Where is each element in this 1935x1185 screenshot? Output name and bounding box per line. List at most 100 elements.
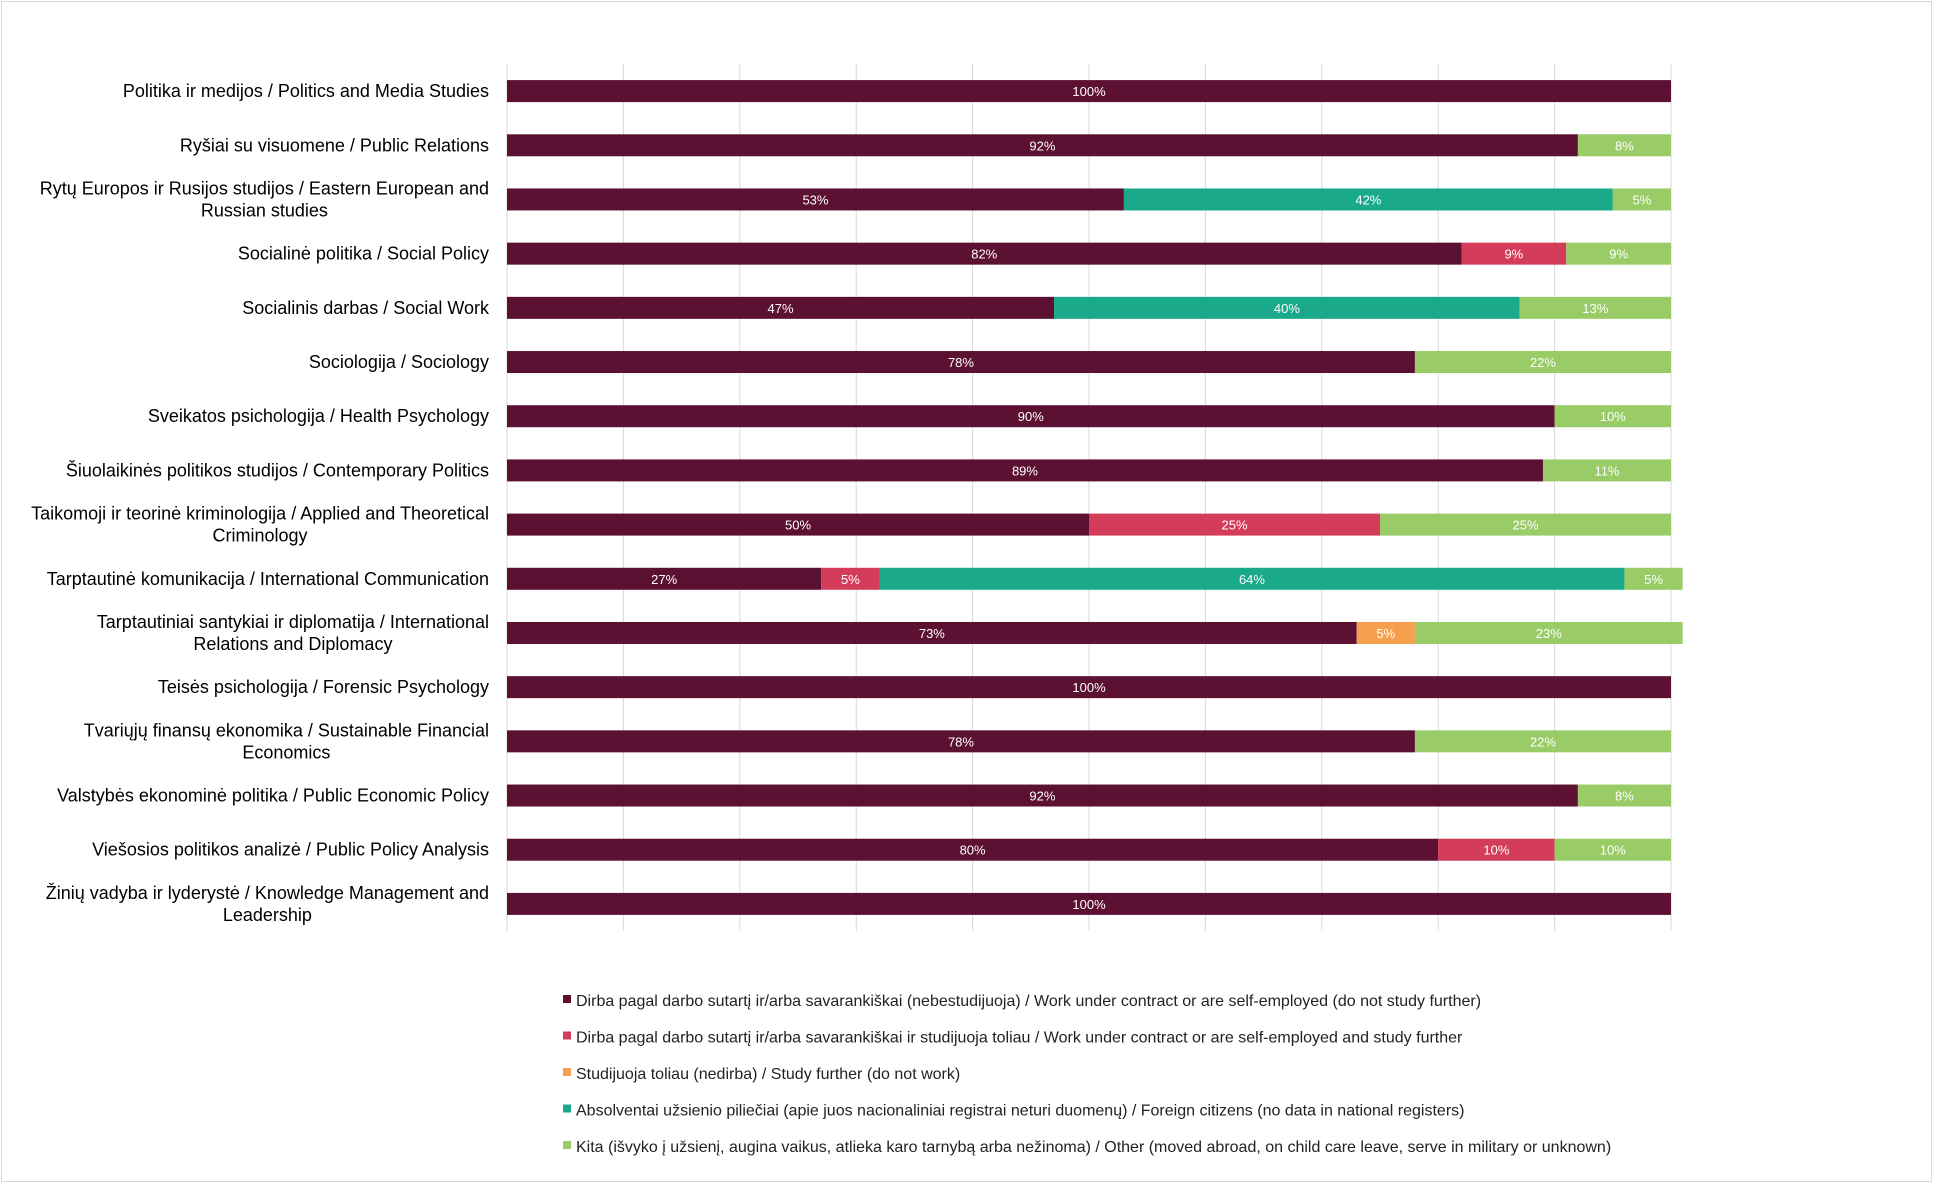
- category-label: Leadership: [223, 905, 312, 925]
- category-label: Šiuolaikinės politikos studijos / Contem…: [66, 459, 489, 480]
- category-label: Russian studies: [201, 200, 328, 220]
- data-label: 5%: [1633, 192, 1652, 207]
- bar-segment: [507, 80, 1671, 103]
- data-label: 89%: [1012, 463, 1038, 478]
- category-label: Tarptautiniai santykiai ir diplomatija /…: [97, 612, 489, 632]
- bar-segment: [507, 838, 1439, 861]
- bar-segment: [507, 459, 1543, 482]
- category-label: Valstybės ekonominė politika / Public Ec…: [57, 786, 489, 806]
- data-label: 11%: [1594, 463, 1619, 478]
- bar-segment: [1577, 134, 1671, 157]
- bar-segment: [1089, 513, 1380, 536]
- category-label: Socialinis darbas / Social Work: [242, 298, 490, 318]
- data-label: 78%: [948, 734, 974, 749]
- bar-segment: [507, 188, 1124, 211]
- data-label: 9%: [1504, 247, 1523, 262]
- bar-segment: [1624, 567, 1683, 590]
- category-label: Rytų Europos ir Rusijos studijos / Easte…: [40, 178, 489, 198]
- bar-segment: [507, 621, 1357, 644]
- data-label: 40%: [1274, 301, 1300, 316]
- category-label: Economics: [242, 742, 330, 762]
- bar-segment: [507, 676, 1671, 699]
- category-label: Žinių vadyba ir lyderystė / Knowledge Ma…: [46, 883, 489, 903]
- bar-segment: [1414, 621, 1683, 644]
- data-label: 100%: [1072, 84, 1106, 99]
- bar-segment: [507, 134, 1578, 157]
- bar-segment: [507, 567, 822, 590]
- bar-segment: [1380, 513, 1671, 536]
- category-label: Relations and Diplomacy: [193, 634, 392, 654]
- data-label: 53%: [802, 192, 828, 207]
- data-label: 100%: [1072, 680, 1106, 695]
- data-label: 92%: [1029, 789, 1055, 804]
- bar-segment: [507, 513, 1089, 536]
- bar-segment: [1356, 621, 1415, 644]
- bar-segment: [1566, 242, 1671, 265]
- data-label: 80%: [960, 843, 986, 858]
- category-label: Taikomoji ir teorinė kriminologija / App…: [31, 504, 489, 524]
- data-label: 27%: [651, 572, 677, 587]
- bar-segment: [1554, 838, 1671, 861]
- bar-segment: [1542, 459, 1671, 482]
- legend-swatch: [563, 1031, 571, 1040]
- category-label: Teisės psichologija / Forensic Psycholog…: [158, 677, 489, 697]
- category-label: Politika ir medijos / Politics and Media…: [123, 81, 489, 101]
- bar-segment: [1461, 242, 1567, 265]
- category-label: Sveikatos psichologija / Health Psycholo…: [148, 406, 489, 426]
- data-label: 22%: [1530, 355, 1556, 370]
- data-label: 64%: [1239, 572, 1265, 587]
- bar-segment: [1414, 730, 1671, 753]
- data-label: 42%: [1355, 192, 1381, 207]
- data-label: 82%: [971, 247, 997, 262]
- data-label: 78%: [948, 355, 974, 370]
- legend-label: Dirba pagal darbo sutartį ir/arba savara…: [576, 993, 1481, 1010]
- bar-segment: [821, 567, 880, 590]
- data-label: 10%: [1600, 409, 1626, 424]
- bar-segment: [1577, 784, 1671, 807]
- legend-swatch: [563, 995, 571, 1003]
- category-label: Tarptautinė komunikacija / International…: [47, 569, 489, 589]
- bar-segment: [1054, 296, 1520, 319]
- bar-segment: [507, 351, 1415, 374]
- bar-segment: [507, 730, 1415, 753]
- bar-segment: [1519, 296, 1671, 319]
- data-label: 50%: [785, 518, 811, 533]
- bar-segment: [1123, 188, 1613, 211]
- data-label: 25%: [1512, 518, 1538, 533]
- data-label: 90%: [1018, 409, 1044, 424]
- legend-label: Absolventai užsienio piliečiai (apie juo…: [576, 1103, 1464, 1120]
- data-label: 100%: [1072, 897, 1106, 912]
- data-label: 5%: [1376, 626, 1395, 641]
- legend-swatch: [563, 1068, 571, 1076]
- data-label: 22%: [1530, 734, 1556, 749]
- bar-segment: [1414, 351, 1671, 374]
- category-label: Ryšiai su visuomene / Public Relations: [180, 135, 489, 155]
- legend-label: Dirba pagal darbo sutartį ir/arba savara…: [576, 1030, 1463, 1047]
- data-label: 25%: [1221, 518, 1247, 533]
- category-labels: Politika ir medijos / Politics and Media…: [31, 81, 490, 925]
- data-label: 10%: [1483, 843, 1509, 858]
- bar-segment: [507, 892, 1671, 915]
- bar-segment: [879, 567, 1625, 590]
- data-label: 5%: [1644, 572, 1663, 587]
- legend: Dirba pagal darbo sutartį ir/arba savara…: [563, 993, 1611, 1156]
- category-label: Criminology: [213, 526, 308, 546]
- category-label: Tvariųjų finansų ekonomika / Sustainable…: [84, 720, 489, 740]
- data-label: 8%: [1615, 789, 1634, 804]
- data-label: 9%: [1609, 247, 1628, 262]
- bar-segment: [1554, 405, 1671, 428]
- legend-label: Kita (išvyko į užsienį, augina vaikus, a…: [576, 1139, 1611, 1156]
- category-label: Sociologija / Sociology: [309, 352, 489, 372]
- legend-swatch: [563, 1141, 571, 1149]
- data-label: 13%: [1582, 301, 1608, 316]
- bar-segment: [507, 405, 1555, 428]
- data-label: 23%: [1536, 626, 1562, 641]
- category-label: Socialinė politika / Social Policy: [238, 244, 489, 264]
- data-label: 10%: [1600, 843, 1626, 858]
- bar-segment: [507, 784, 1578, 807]
- data-label: 47%: [768, 301, 794, 316]
- bar-segment: [1612, 188, 1671, 211]
- bar-segment: [507, 296, 1055, 319]
- legend-swatch: [563, 1104, 571, 1113]
